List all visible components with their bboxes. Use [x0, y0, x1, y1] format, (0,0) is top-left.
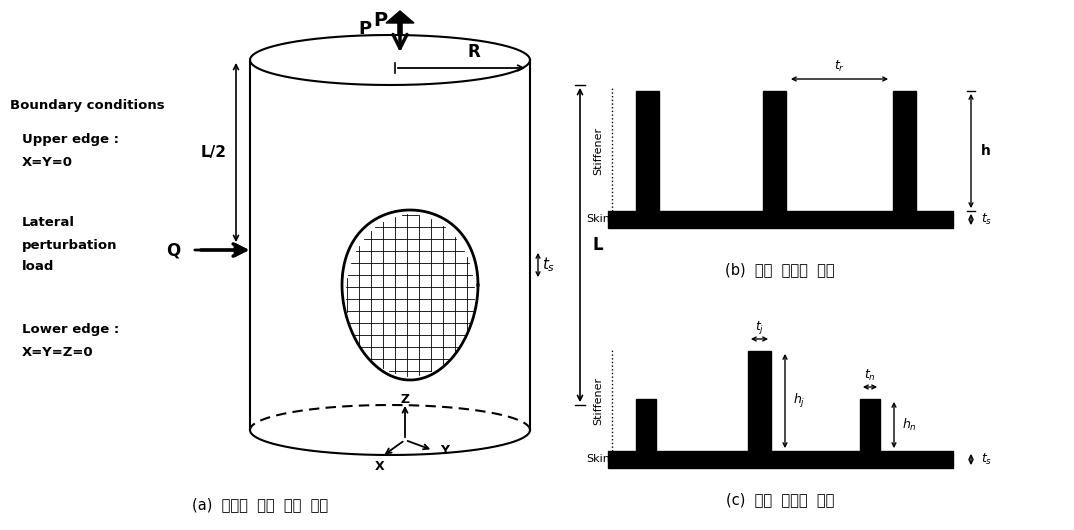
Text: Lateral: Lateral: [21, 216, 75, 228]
Text: $t_s$: $t_s$: [981, 212, 992, 227]
Text: $t_n$: $t_n$: [865, 367, 876, 383]
Text: Stiffener: Stiffener: [593, 377, 603, 425]
Text: X: X: [375, 460, 384, 473]
Text: $h_n$: $h_n$: [902, 417, 917, 433]
Text: (a)  보강된  원통  구조  형상: (a) 보강된 원통 구조 형상: [192, 498, 328, 513]
Text: (b)  직교  그리드  형상: (b) 직교 그리드 형상: [725, 262, 834, 278]
Bar: [636, 91, 659, 211]
Text: Skin: Skin: [586, 455, 610, 464]
Polygon shape: [386, 11, 413, 23]
Text: Boundary conditions: Boundary conditions: [10, 99, 164, 111]
Text: $t_s$: $t_s$: [981, 452, 992, 467]
Bar: [763, 91, 786, 211]
Text: Stiffener: Stiffener: [593, 127, 603, 175]
Text: perturbation: perturbation: [21, 238, 117, 252]
Bar: [748, 351, 771, 451]
Text: P: P: [373, 11, 387, 30]
Text: Y: Y: [440, 444, 449, 457]
Text: R: R: [467, 43, 480, 61]
Text: $t_j$: $t_j$: [755, 319, 765, 335]
Text: Upper edge :: Upper edge :: [21, 134, 119, 146]
Bar: [636, 399, 656, 451]
Bar: [892, 91, 916, 211]
Text: Skin: Skin: [586, 215, 610, 225]
Text: Q: Q: [165, 241, 180, 259]
Text: X=Y=0: X=Y=0: [21, 156, 73, 170]
Bar: [860, 399, 880, 451]
Text: $t_r$: $t_r$: [834, 58, 845, 74]
Text: L: L: [592, 236, 603, 254]
Bar: [608, 211, 953, 228]
Text: $h_j$: $h_j$: [793, 392, 806, 410]
Bar: [608, 451, 953, 468]
Text: h: h: [981, 144, 991, 158]
Text: $t_s$: $t_s$: [542, 255, 555, 275]
Text: Lower edge :: Lower edge :: [21, 323, 119, 337]
Text: L/2: L/2: [201, 145, 227, 160]
Text: X=Y=Z=0: X=Y=Z=0: [21, 347, 93, 359]
Text: load: load: [21, 261, 55, 273]
Text: Z: Z: [401, 393, 409, 406]
Text: P: P: [359, 20, 372, 38]
Text: (c)  이종  그리드  형상: (c) 이종 그리드 형상: [726, 492, 834, 508]
